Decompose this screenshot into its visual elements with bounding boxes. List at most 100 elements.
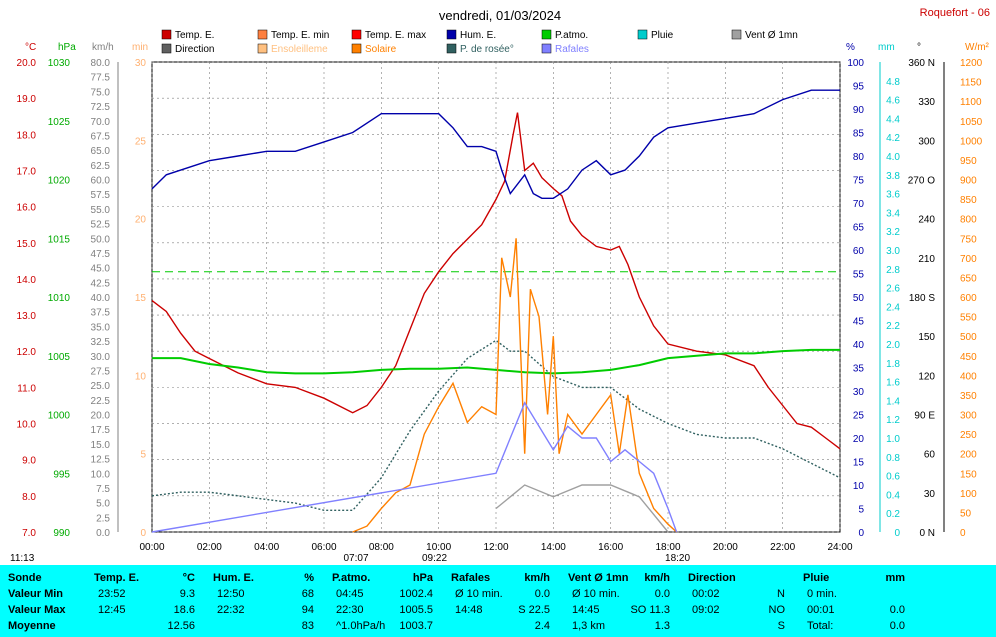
- x-tick-label: 22:00: [770, 542, 795, 553]
- tick-wind: 57.5: [91, 190, 111, 201]
- axis-unit-minutes: min: [132, 42, 148, 53]
- tick-dir: 60: [924, 450, 936, 461]
- tick-wind: 40.0: [91, 293, 111, 304]
- tick-hum: 60: [853, 246, 865, 257]
- tick-rain: 1.2: [886, 415, 900, 426]
- summary-value: 83: [301, 620, 314, 632]
- summary-value: 94: [301, 604, 314, 616]
- tick-rain: 2.8: [886, 265, 900, 276]
- tick-hum: 0: [858, 528, 864, 539]
- x-tick-label: 00:00: [139, 542, 164, 553]
- tick-minutes: 5: [140, 450, 146, 461]
- tick-dir: 90 E: [914, 411, 935, 422]
- legend-swatch: [351, 43, 362, 54]
- tick-rain: 4.4: [886, 114, 900, 125]
- tick-wind: 22.5: [91, 396, 111, 407]
- legend-swatch: [161, 43, 172, 54]
- tick-minutes: 20: [135, 215, 147, 226]
- summary-row: Ø 10 min. 0.0: [443, 586, 560, 602]
- summary-col: Temp. E. °C 23:52 9.3 12:45 18.6 12.56: [86, 565, 205, 637]
- tick-rain: 2.4: [886, 302, 900, 313]
- axis-unit-dir: °: [917, 42, 921, 53]
- summary-time: 23:52: [98, 588, 126, 600]
- tick-solar: 400: [960, 371, 977, 382]
- summary-value: 0.0: [534, 588, 550, 600]
- summary-value: 0.0: [889, 604, 905, 616]
- grid: [151, 61, 841, 533]
- tick-solar: 350: [960, 391, 977, 402]
- legend-swatch: [257, 43, 268, 54]
- tick-minutes: 0: [140, 528, 146, 539]
- summary-col: Sonde Valeur Min Valeur Max Moyenne: [0, 565, 86, 637]
- tick-temp: 8.0: [22, 492, 36, 503]
- tick-wind: 42.5: [91, 278, 111, 289]
- summary-col-unit: km/h: [524, 572, 550, 584]
- summary-col-title: Rafales: [451, 572, 491, 584]
- tick-rain: 4.8: [886, 77, 900, 88]
- summary-row: ^1.0hPa/h 1003.7: [324, 618, 443, 634]
- day-length: 11:13: [10, 553, 35, 564]
- tick-solar: 1000: [960, 136, 983, 147]
- tick-wind: 10.0: [91, 469, 111, 480]
- weather-chart: vendredi, 01/03/2024 Roquefort - 06 Temp…: [10, 7, 990, 564]
- summary-row: 04:45 1002.4: [324, 586, 443, 602]
- summary-value: SO 11.3: [630, 604, 670, 616]
- summary-time: Ø 10 min.: [572, 588, 620, 600]
- summary-value: 0.0: [889, 620, 905, 632]
- tick-wind: 7.5: [96, 484, 110, 495]
- tick-hum: 5: [858, 505, 864, 516]
- tick-temp: 19.0: [17, 94, 37, 105]
- tick-rain: 1.4: [886, 396, 900, 407]
- tick-rain: 1.6: [886, 378, 900, 389]
- tick-solar: 1200: [960, 58, 983, 69]
- summary-row: 12.56: [86, 618, 205, 634]
- tick-rain: 4.2: [886, 133, 900, 144]
- tick-press: 1025: [48, 117, 71, 128]
- legend-swatch: [257, 29, 268, 40]
- summary-time: 1,3 km: [572, 620, 606, 632]
- x-tick-label: 24:00: [827, 542, 852, 553]
- summary-time: 12:50: [217, 588, 245, 600]
- tick-solar: 700: [960, 254, 977, 265]
- summary-row: Valeur Min: [0, 586, 86, 602]
- axis-unit-rain: mm: [878, 42, 895, 53]
- summary-col: P.atmo. hPa 04:45 1002.4 22:30 1005.5 ^1.0hPa/…: [324, 565, 443, 637]
- summary-time: 14:48: [455, 604, 483, 616]
- tick-press: 1010: [48, 293, 71, 304]
- legend-label: Temp. E. min: [271, 30, 329, 41]
- tick-wind: 65.0: [91, 146, 111, 157]
- tick-hum: 55: [853, 270, 865, 281]
- tick-rain: 2.2: [886, 321, 900, 332]
- tick-hum: 85: [853, 129, 865, 140]
- tick-dir: 240: [918, 215, 935, 226]
- tick-wind: 72.5: [91, 102, 111, 113]
- summary-row: 83: [205, 618, 324, 634]
- tick-wind: 37.5: [91, 308, 111, 319]
- tick-press: 1015: [48, 234, 71, 245]
- tick-solar: 500: [960, 332, 977, 343]
- tick-wind: 80.0: [91, 58, 111, 69]
- x-tick-label: 18:00: [655, 542, 680, 553]
- legend-swatch: [541, 29, 552, 40]
- tick-wind: 20.0: [91, 411, 111, 422]
- tick-hum: 90: [853, 105, 865, 116]
- tick-hum: 40: [853, 340, 865, 351]
- tick-wind: 15.0: [91, 440, 111, 451]
- summary-col-unit: hPa: [412, 572, 433, 584]
- tick-wind: 17.5: [91, 425, 111, 436]
- axis-unit-wind: km/h: [92, 42, 114, 53]
- solar-noon-time: 09:22: [422, 553, 447, 564]
- legend-swatch: [637, 29, 648, 40]
- tick-hum: 75: [853, 176, 865, 187]
- axes: °C 20.0 19.0 18.0 17.0 16.0 15.0 14.0 13.0 12.0 11…: [17, 42, 990, 539]
- tick-rain: 2.0: [886, 340, 900, 351]
- tick-temp: 13.0: [17, 311, 37, 322]
- summary-row: 14:48 S 22.5: [443, 602, 560, 618]
- tick-wind: 2.5: [96, 513, 110, 524]
- tick-solar: 300: [960, 411, 977, 422]
- series-group: [151, 89, 841, 533]
- summary-col-unit: mm: [885, 572, 905, 584]
- tick-hum: 25: [853, 411, 865, 422]
- tick-wind: 0.0: [96, 528, 110, 539]
- tick-rain: 4.6: [886, 96, 900, 107]
